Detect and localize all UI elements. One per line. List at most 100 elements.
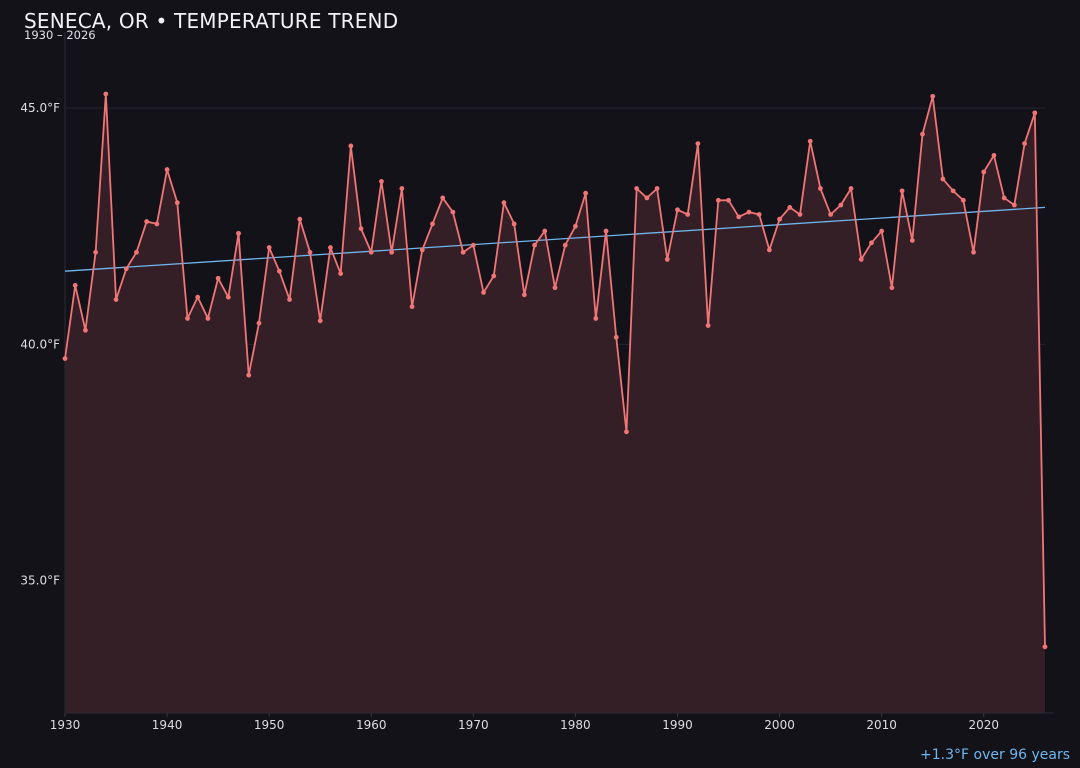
data-point-1970	[470, 242, 476, 248]
data-point-2025	[1032, 110, 1038, 116]
data-point-1947	[236, 230, 241, 236]
data-point-1968	[450, 209, 456, 215]
data-point-1967	[440, 195, 446, 201]
x-axis-ticks: 1930 1940 1950 1960 1970 1980 1990 2000 2010 2020	[50, 713, 999, 732]
data-point-1943	[195, 294, 201, 300]
y-tick-label-45: 45.0°F	[20, 101, 60, 115]
data-point-1991	[685, 212, 691, 217]
data-point-1933	[93, 249, 99, 255]
data-point-1966	[430, 221, 435, 227]
data-point-1953	[297, 216, 303, 222]
data-point-2010	[879, 228, 885, 234]
data-point-2009	[869, 240, 874, 246]
data-point-1931	[72, 282, 78, 288]
x-tick-label-1950: 1950	[254, 718, 285, 732]
data-point-1937	[134, 249, 139, 255]
data-point-2005	[828, 212, 834, 217]
data-point-1976	[532, 242, 537, 248]
data-point-1936	[123, 266, 129, 272]
data-point-1954	[307, 249, 313, 255]
data-point-2012	[899, 188, 905, 194]
data-point-1935	[113, 297, 119, 302]
data-point-1957	[338, 271, 344, 276]
data-point-1989	[664, 256, 670, 262]
data-point-1977	[542, 228, 548, 234]
data-point-2003	[807, 138, 813, 144]
data-point-2022	[1001, 195, 1007, 201]
trend-line	[64, 206, 1046, 272]
data-point-1958	[348, 143, 354, 149]
data-point-1944	[205, 316, 211, 321]
data-point-1956	[328, 245, 333, 250]
data-point-2000	[777, 216, 782, 222]
data-point-1942	[185, 316, 190, 321]
data-point-1969	[460, 249, 466, 255]
x-tick-label-1960: 1960	[356, 718, 387, 732]
data-point-2019	[971, 249, 976, 255]
data-point-1945	[215, 275, 221, 281]
y-tick-label-40: 40.0°F	[20, 337, 60, 351]
data-point-1939	[154, 221, 160, 227]
data-point-2004	[818, 186, 823, 191]
data-point-1955	[317, 318, 323, 324]
data-point-2016	[940, 176, 946, 182]
data-point-2023	[1011, 202, 1017, 208]
data-point-2021	[991, 153, 997, 158]
data-point-1975	[521, 292, 527, 298]
data-point-1963	[399, 186, 405, 191]
data-point-1994	[715, 197, 721, 203]
data-point-1986	[634, 186, 640, 191]
x-tick-label-1980: 1980	[560, 718, 591, 732]
data-point-1961	[379, 178, 384, 184]
area-layer	[65, 93, 1045, 713]
data-point-1938	[144, 219, 150, 224]
data-point-1965	[419, 247, 425, 253]
data-point-1992	[695, 141, 701, 146]
data-point-2008	[858, 256, 864, 262]
data-point-1984	[613, 334, 619, 340]
data-point-1997	[746, 209, 752, 215]
data-point-1940	[164, 167, 170, 172]
data-point-2006	[838, 202, 844, 208]
data-point-1960	[368, 249, 374, 255]
x-tick-label-1970: 1970	[458, 718, 489, 732]
data-point-2018	[960, 197, 966, 203]
data-point-2024	[1022, 141, 1027, 146]
data-point-1973	[501, 200, 507, 206]
data-point-1948	[246, 372, 252, 378]
data-point-2002	[797, 212, 803, 217]
data-point-2014	[920, 131, 925, 137]
data-point-1971	[481, 290, 486, 295]
data-point-1993	[705, 323, 711, 328]
data-point-1932	[83, 327, 88, 333]
data-point-1941	[174, 200, 180, 206]
y-axis-ticks: 35.0°F 40.0°F 45.0°F	[20, 101, 60, 588]
x-tick-label-2020: 2020	[968, 718, 999, 732]
data-point-1934	[103, 91, 109, 97]
data-point-2011	[889, 285, 895, 291]
data-point-1972	[491, 273, 497, 279]
x-tick-label-1990: 1990	[662, 718, 693, 732]
data-point-1959	[358, 226, 364, 232]
data-point-2020	[981, 169, 987, 175]
data-point-1987	[644, 195, 650, 201]
data-point-1952	[287, 297, 292, 302]
data-point-1981	[583, 190, 589, 196]
data-point-1951	[276, 268, 282, 274]
data-point-1979	[562, 242, 568, 248]
data-point-1985	[624, 429, 629, 435]
data-point-1974	[511, 221, 517, 227]
x-tick-label-2000: 2000	[764, 718, 795, 732]
data-point-1946	[225, 294, 231, 300]
data-points	[62, 91, 1048, 650]
y-tick-label-35: 35.0°F	[20, 574, 60, 588]
data-point-1930	[62, 356, 68, 361]
data-point-1978	[552, 285, 558, 291]
data-point-1996	[736, 214, 742, 220]
chart-subtitle: 1930 – 2026	[24, 28, 96, 42]
data-point-1983	[603, 228, 609, 234]
data-point-1980	[573, 223, 578, 229]
trend-summary: +1.3°F over 96 years	[920, 747, 1070, 763]
data-point-1990	[675, 207, 680, 213]
